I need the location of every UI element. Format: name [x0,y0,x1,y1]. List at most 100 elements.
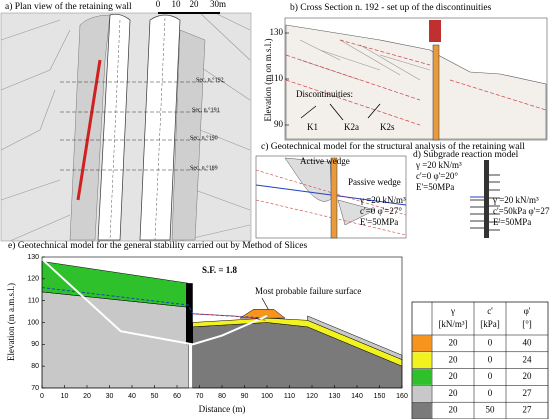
discontinuities-label: Discontinuities: [296,89,353,99]
soil-parameter: E'=50MPa [493,217,531,227]
x-tick-label: 130 [329,393,341,400]
discontinuity: K2a [344,122,359,132]
road-left [97,13,131,241]
terrain [285,24,547,140]
scale-label: 0 [156,0,161,9]
y-tick-label: 70 [31,385,39,392]
table-cell: 20 [449,371,459,381]
panel-title: b) Cross Section n. 192 - set up of the … [290,2,492,13]
failure-label: Most probable failure surface [255,286,361,296]
section-label: Sec. n.°192 [196,76,224,83]
y-tick-label: 90 [31,341,39,348]
x-tick-label: 140 [351,393,363,400]
layer-dark-gray [192,322,403,389]
table-swatch [412,402,432,419]
table-cell: 20 [449,405,459,415]
table-unit: [kPa] [480,319,500,329]
y-axis-label: Elevation (m on m.s.l.) [263,39,273,122]
table-swatch [412,335,432,352]
x-tick-label: 40 [128,393,136,400]
y-tick-label: 130 [27,254,39,261]
x-axis-label: Distance (m) [199,404,246,414]
table-cell: 50 [486,405,496,415]
road-right [139,14,181,241]
table-cell: 27 [523,388,533,398]
retaining-wall [76,59,102,201]
x-tick-label: 110 [284,393,295,400]
panel-a: a) Plan view of the retaining wall 0 10 … [0,0,252,242]
x-tick-label: 80 [218,393,226,400]
safety-factor: S.F. = 1.8 [202,265,238,275]
soil-parameter: E'=50MPa [416,182,454,192]
x-tick-label: 120 [306,393,318,400]
passive-wedge-label: Passive wedge [348,177,401,187]
failure-surface [41,258,268,346]
wall-section [330,157,338,239]
table-cell: 20 [449,388,459,398]
table-cell: 27 [523,405,533,415]
table-header: c' [487,306,493,316]
panel-title: e) Geotechnical model for the general st… [8,240,307,251]
table-unit: [kN/m³] [438,319,467,329]
joints [299,39,431,81]
table-frame [411,301,549,419]
table-cell: 40 [523,337,533,347]
table-swatch [412,369,432,385]
wall-model [484,160,489,238]
map-lines [0,12,251,242]
x-tick-label: 160 [396,393,408,400]
x-tick-label: 70 [196,393,204,400]
table-header: φ' [524,306,531,316]
section-label: Sec. n.°191 [192,106,220,113]
x-tick-label: 50 [151,393,159,400]
soil-parameter: E'=50MPa [360,217,398,227]
x-tick-label: 60 [173,393,181,400]
wall [186,283,193,345]
y-tick-label: 110 [28,298,39,305]
legend-table: γ [kN/m³] c' [kPa] φ' [°] 20 0 40 20 0 24 20 0 20 20 0 27… [411,301,549,419]
panel-c: c) Geotechnical model for the structural… [255,141,525,239]
failure-surface-detail [192,313,268,321]
passive-wedge [337,199,376,226]
table-cell: 20 [449,337,459,347]
y-tick-label: 130 [270,27,284,37]
soil-parameter: c'=0 φ'=27° [360,206,402,216]
scale-label: 30m [210,0,226,9]
y-tick-label: 120 [27,276,39,283]
section-lines [60,81,225,171]
springs [470,174,500,231]
y-tick-label: 90 [274,119,284,129]
soil-parameter: γ =20 kN/m³ [415,160,462,170]
y-tick-label: 110 [270,73,284,83]
table-cell: 0 [488,337,493,347]
y-tick-label: 100 [27,319,39,326]
table-cell: 20 [523,371,533,381]
x-tick-label: 20 [83,393,91,400]
discontinuity: K1 [307,122,318,132]
x-tick-label: 10 [61,393,69,400]
panel-title: a) Plan view of the retaining wall [5,1,132,12]
table-cell: 20 [449,354,459,364]
discontinuity: K2s [380,122,395,132]
table-unit: [°] [522,319,532,329]
table-cell: 0 [488,388,493,398]
active-wedge-label: Active wedge [300,156,350,166]
table-header: γ [450,306,455,316]
wall-marker [429,20,441,42]
panel-e: e) Geotechnical model for the general st… [6,240,408,414]
y-tick-label: 80 [31,363,39,370]
panel-d: d) Subgrade reaction model γ =20 kN/m³ c… [413,149,550,238]
x-tick-label: 100 [261,393,273,400]
table-swatch [412,385,432,402]
section-label: Sec. n.°190 [190,134,218,141]
wall-section [432,44,440,141]
y-axis-label: Elevation (m a.m.s.l.) [6,283,16,361]
soil-parameter: c'=0 φ'=20° [416,171,458,181]
panel-title: d) Subgrade reaction model [413,149,519,160]
soil-parameter: c'=50kPa φ'=27° [493,206,550,216]
x-tick-label: 30 [106,393,114,400]
table-cell: 0 [488,371,493,381]
scale-label: 10 [172,0,182,9]
soil-parameter: γ =20 kN/m³ [492,195,539,205]
